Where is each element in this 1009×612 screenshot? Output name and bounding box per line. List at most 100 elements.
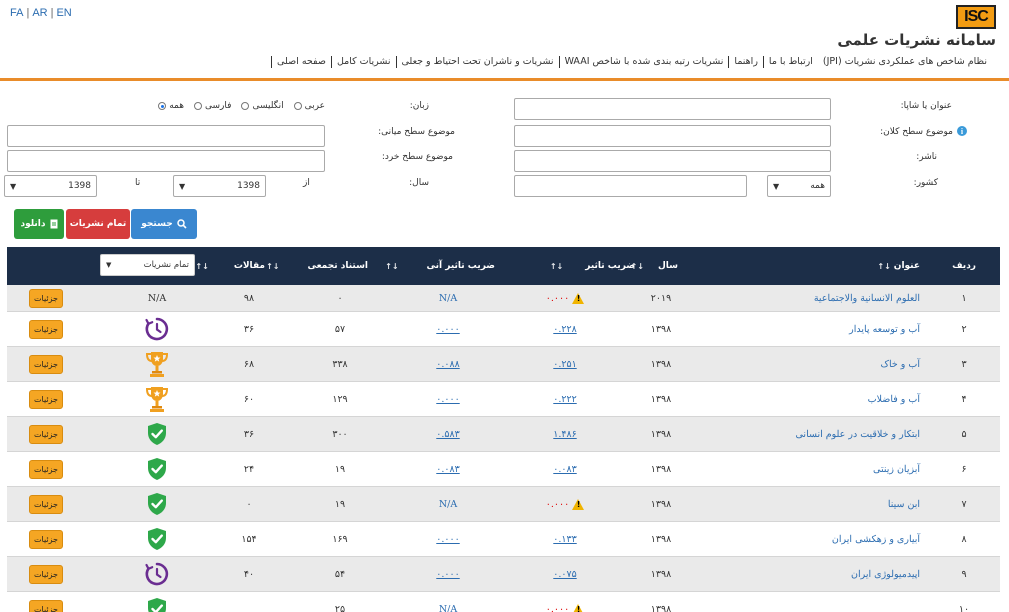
impact-factor-link[interactable]: ۱.۴۸۶ [553,428,577,440]
title-input[interactable] [514,98,831,120]
impact-factor-cell: ۰.۰۰۰ [535,592,595,612]
year-to-select[interactable]: ▼ 1398 [4,175,97,197]
file-icon [50,219,58,229]
immediacy-index-link[interactable]: ۰.۰۸۳ [436,463,460,475]
journal-title-link[interactable]: آبیاری و زهکشی ایران [831,533,920,545]
nav-jpi[interactable]: نظام شاخص های عملکردی نشریات (JPI) [822,56,987,67]
lang-en[interactable]: EN [56,7,72,19]
details-cell: جزئیات [29,417,63,451]
isc-logo[interactable]: ISC [956,5,996,29]
row-index: ۶ [961,463,967,475]
impact-factor-link[interactable]: ۰.۲۲۸ [553,323,577,335]
articles-cell: ۰ [246,498,252,510]
th-year[interactable]: سال ↓↑ [628,247,678,285]
lang-separator: | [26,7,30,19]
journal-title-link[interactable]: ابن سینا [887,498,920,510]
status-cell [142,487,172,521]
impact-factor-value: ۰.۰۰۰ [545,292,570,304]
details-button[interactable]: جزئیات [29,424,63,444]
impact-factor-link[interactable]: ۰.۲۲۲ [553,393,577,405]
impact-factor-link[interactable]: ۰.۰۸۳ [553,463,577,475]
radio-label: عربی [304,101,325,111]
th-ifi-label: ضریب تاثیر آنی [426,261,495,271]
details-button[interactable]: جزئیات [29,319,63,339]
th-title[interactable]: عنوان ↓↑ [874,247,920,285]
row-index: ۱ [961,292,967,304]
nav-contact[interactable]: ارتباط با ما [762,56,818,68]
th-articles[interactable]: مقالات ↓↑ [192,247,265,285]
nav-home[interactable]: صفحه اصلی [271,56,331,68]
nav-caution-journals[interactable]: نشریات و ناشران تحت احتیاط و جعلی [395,56,559,68]
publisher-input[interactable] [514,150,831,172]
th-impact-factor[interactable]: ضریب تاثیر ↓↑ [547,247,635,285]
details-button[interactable]: جزئیات [29,288,63,308]
radio-circle [241,102,250,110]
country-select[interactable]: همه ▼ [767,175,831,197]
journal-filter-select[interactable]: تمام نشریات ▼ [100,254,195,276]
search-button[interactable]: جستجو [131,209,197,239]
lang-radio-english[interactable]: انگلیسی [241,101,284,111]
language-radio-group: همه فارسی انگلیسی عربی [158,101,325,111]
journal-title-link[interactable]: آب و خاک [880,358,920,370]
year-cell: ۱۳۹۸ [650,463,672,475]
table-header: ردیف عنوان ↓↑ سال ↓↑ ضریب تاثیر ↓↑ ضریب تاث… [7,247,1000,285]
info-icon[interactable]: i [957,126,967,136]
citations-cell: ۱۹ [334,463,346,475]
impact-factor-link[interactable]: ۰.۱۳۳ [553,533,577,545]
details-button[interactable]: جزئیات [29,529,63,549]
immediacy-index-link[interactable]: ۰.۰۰۰ [436,533,460,545]
year-label: سال: [409,178,429,188]
details-button[interactable]: جزئیات [29,389,63,409]
nav-waai-ranking[interactable]: نشریات رتبه بندی شده با شاخص WAAI [558,56,729,68]
journal-title-link[interactable]: آبزیان زینتی [873,463,920,475]
citations-cell: ۳۳۸ [332,358,348,370]
sort-icon: ↓↑ [385,261,399,271]
articles-cell: ۳۶ [243,428,255,440]
details-button[interactable]: جزئیات [29,564,63,584]
impact-factor-link[interactable]: ۰.۰۷۵ [553,568,577,580]
immediacy-index-link[interactable]: ۰.۵۸۳ [436,428,460,440]
immediacy-index-cell: N/A [438,498,458,510]
details-cell: جزئیات [29,452,63,486]
lang-radio-all[interactable]: همه [158,101,184,111]
all-journals-button[interactable]: تمام نشریات [66,209,130,239]
shield-check-icon [148,493,166,515]
journal-title-link[interactable]: آب و توسعه پایدار [849,323,920,335]
details-button[interactable]: جزئیات [29,459,63,479]
th-index: ردیف [952,247,976,285]
trophy-icon [145,387,169,412]
lang-fa[interactable]: FA [10,7,24,19]
nav-complete-journals[interactable]: نشریات کامل [330,56,396,68]
immediacy-index-link[interactable]: ۰.۰۰۰ [436,393,460,405]
articles-cell: ۱۵۴ [241,533,257,545]
details-button[interactable]: جزئیات [29,494,63,514]
immediacy-index-link[interactable]: ۰.۰۸۸ [436,358,460,370]
mid-subject-input[interactable] [7,125,325,147]
year-from-value: 1398 [237,181,260,191]
lang-radio-arabic[interactable]: عربی [293,101,325,111]
immediacy-index-link[interactable]: ۰.۰۰۰ [436,568,460,580]
details-button[interactable]: جزئیات [29,599,63,612]
lang-radio-persian[interactable]: فارسی [194,101,231,111]
download-button[interactable]: دانلود [14,209,64,239]
sort-icon: ↓↑ [549,261,564,271]
country-extra-input[interactable] [514,175,747,197]
status-cell [142,557,172,591]
th-immediacy-index[interactable]: ضریب تاثیر آنی ↓↑ [382,247,495,285]
immediacy-index-link[interactable]: ۰.۰۰۰ [436,323,460,335]
journal-title-link[interactable]: آب و فاضلاب [867,393,920,405]
row-index: ۴ [961,393,967,405]
lang-ar[interactable]: AR [32,7,48,19]
year-to-value: 1398 [68,181,91,191]
major-subject-input[interactable] [514,125,831,147]
nav-help[interactable]: راهنما [728,56,763,68]
impact-factor-link[interactable]: ۰.۲۵۱ [553,358,577,370]
chevron-down-icon: ▼ [106,261,112,269]
minor-subject-input[interactable] [7,150,325,172]
journal-title-link[interactable]: العلوم الانسانیة والاجتماعیة [813,292,920,304]
journal-title-link[interactable]: ابتکار و خلاقیت در علوم انسانی [795,428,920,440]
th-citations[interactable]: استناد تجمعی ↓↑ [263,247,368,285]
details-button[interactable]: جزئیات [29,354,63,374]
year-from-select[interactable]: ▼ 1398 [173,175,266,197]
journal-title-link[interactable]: اپیدمیولوژی ایران [851,568,920,580]
